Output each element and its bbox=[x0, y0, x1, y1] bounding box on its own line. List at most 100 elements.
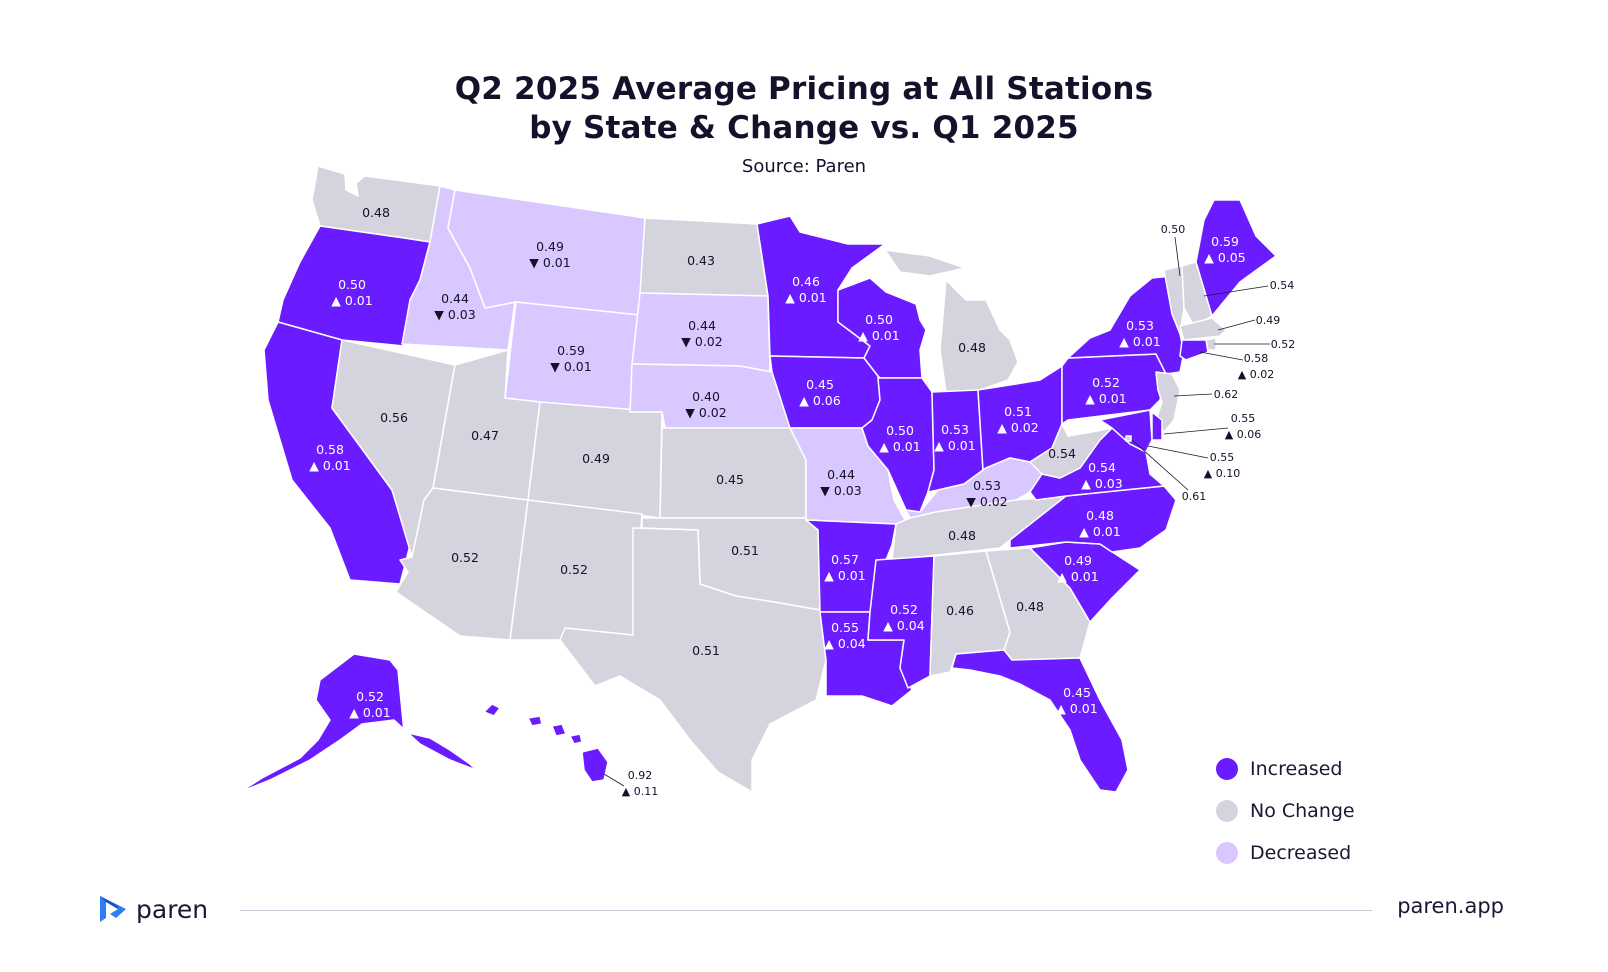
leader-lines-layer bbox=[603, 236, 1270, 787]
legend-item-increased: Increased bbox=[1216, 748, 1355, 790]
paren-logo[interactable]: paren bbox=[96, 892, 208, 926]
change-label-ar: ▲ 0.01 bbox=[824, 568, 865, 583]
price-label-az: 0.52 bbox=[451, 550, 479, 565]
leader-line-dc bbox=[1131, 439, 1189, 491]
legend-label-decreased: Decreased bbox=[1250, 842, 1352, 864]
change-label-sd: ▼ 0.02 bbox=[681, 334, 722, 349]
change-label-de: ▲ 0.06 bbox=[1225, 428, 1261, 441]
change-label-il: ▲ 0.01 bbox=[879, 439, 920, 454]
price-label-ga: 0.48 bbox=[1016, 599, 1044, 614]
leader-line-ma bbox=[1217, 319, 1256, 331]
leader-line-hi bbox=[603, 773, 625, 787]
change-label-ca: ▲ 0.01 bbox=[309, 458, 350, 473]
price-label-mo: 0.44 bbox=[827, 467, 855, 482]
change-label-mo: ▼ 0.03 bbox=[820, 483, 861, 498]
price-label-oh: 0.51 bbox=[1004, 404, 1032, 419]
title-block: Q2 2025 Average Pricing at All Stations … bbox=[0, 70, 1608, 177]
state-nj bbox=[1155, 371, 1181, 433]
state-tx bbox=[559, 527, 827, 793]
price-label-nc: 0.48 bbox=[1086, 508, 1114, 523]
state-or bbox=[277, 225, 431, 347]
state-wa bbox=[311, 165, 441, 243]
price-label-la: 0.55 bbox=[831, 620, 859, 635]
change-label-ct: ▲ 0.02 bbox=[1238, 368, 1274, 381]
price-label-ne: 0.40 bbox=[692, 389, 720, 404]
change-label-ky: ▼ 0.02 bbox=[966, 494, 1007, 509]
footer-divider bbox=[240, 910, 1372, 911]
price-label-pa: 0.52 bbox=[1092, 375, 1120, 390]
change-label-ak: ▲ 0.01 bbox=[349, 705, 390, 720]
legend-swatch-no-change bbox=[1216, 800, 1238, 822]
leader-line-nh bbox=[1203, 285, 1269, 297]
price-label-il: 0.50 bbox=[886, 423, 914, 438]
state-ct bbox=[1179, 339, 1209, 361]
change-label-ny: ▲ 0.01 bbox=[1119, 334, 1160, 349]
price-label-ms: 0.52 bbox=[890, 602, 918, 617]
leader-line-ct bbox=[1199, 351, 1244, 361]
footer: paren paren.app bbox=[0, 884, 1608, 934]
price-label-wv: 0.54 bbox=[1048, 446, 1076, 461]
change-label-or: ▲ 0.01 bbox=[331, 293, 372, 308]
change-label-mn: ▲ 0.01 bbox=[785, 290, 826, 305]
price-label-mt: 0.49 bbox=[536, 239, 564, 254]
change-label-wy: ▼ 0.01 bbox=[550, 359, 591, 374]
price-label-hi: 0.92 bbox=[628, 769, 653, 782]
price-label-or: 0.50 bbox=[338, 277, 366, 292]
price-label-ri: 0.52 bbox=[1271, 338, 1296, 351]
price-label-tx: 0.51 bbox=[692, 643, 720, 658]
price-label-ok: 0.51 bbox=[731, 543, 759, 558]
change-label-me: ▲ 0.05 bbox=[1204, 250, 1245, 265]
price-label-nj: 0.62 bbox=[1214, 388, 1239, 401]
price-label-me: 0.59 bbox=[1211, 234, 1239, 249]
legend-swatch-decreased bbox=[1216, 842, 1238, 864]
price-label-ny: 0.53 bbox=[1126, 318, 1154, 333]
legend-label-increased: Increased bbox=[1250, 758, 1343, 780]
legend: Increased No Change Decreased bbox=[1216, 748, 1355, 874]
price-label-wy: 0.59 bbox=[557, 343, 585, 358]
price-label-sd: 0.44 bbox=[688, 318, 716, 333]
state-fl bbox=[951, 649, 1129, 793]
change-label-ms: ▲ 0.04 bbox=[883, 618, 924, 633]
leader-line-nj bbox=[1173, 393, 1213, 397]
state-hi bbox=[483, 703, 609, 783]
change-label-wi: ▲ 0.01 bbox=[858, 328, 899, 343]
state-nc bbox=[1009, 485, 1177, 553]
legend-item-no-change: No Change bbox=[1216, 790, 1355, 832]
legend-swatch-increased bbox=[1216, 758, 1238, 780]
change-label-va: ▲ 0.03 bbox=[1081, 476, 1122, 491]
change-label-hi: ▲ 0.11 bbox=[622, 785, 658, 798]
price-label-nv: 0.56 bbox=[380, 410, 408, 425]
price-label-wa: 0.48 bbox=[362, 205, 390, 220]
brand-name: paren bbox=[136, 894, 209, 924]
change-label-mt: ▼ 0.01 bbox=[529, 255, 570, 270]
change-label-ne: ▼ 0.02 bbox=[685, 405, 726, 420]
change-label-ia: ▲ 0.06 bbox=[799, 393, 840, 408]
price-label-co: 0.49 bbox=[582, 451, 610, 466]
price-label-fl: 0.45 bbox=[1063, 685, 1091, 700]
price-label-sc: 0.49 bbox=[1064, 553, 1092, 568]
price-label-tn: 0.48 bbox=[948, 528, 976, 543]
price-label-ut: 0.47 bbox=[471, 428, 499, 443]
price-label-va: 0.54 bbox=[1088, 460, 1116, 475]
price-label-ks: 0.45 bbox=[716, 472, 744, 487]
change-label-md: ▲ 0.10 bbox=[1204, 467, 1240, 480]
state-dc bbox=[1125, 435, 1132, 442]
change-label-pa: ▲ 0.01 bbox=[1085, 391, 1126, 406]
state-ak bbox=[239, 653, 477, 793]
change-label-in: ▲ 0.01 bbox=[934, 438, 975, 453]
change-label-la: ▲ 0.04 bbox=[824, 636, 865, 651]
map-title-line-1: Q2 2025 Average Pricing at All Stations bbox=[454, 71, 1154, 107]
leader-line-vt bbox=[1174, 236, 1181, 277]
price-label-ar: 0.57 bbox=[831, 552, 859, 567]
state-mi bbox=[884, 249, 1019, 393]
price-label-mi: 0.48 bbox=[958, 340, 986, 355]
site-link[interactable]: paren.app bbox=[1397, 894, 1504, 918]
price-label-nh: 0.54 bbox=[1270, 279, 1295, 292]
price-label-id: 0.44 bbox=[441, 291, 469, 306]
price-label-nd: 0.43 bbox=[687, 253, 715, 268]
price-label-ma: 0.49 bbox=[1256, 314, 1281, 327]
change-label-fl: ▲ 0.01 bbox=[1056, 701, 1097, 716]
change-label-nc: ▲ 0.01 bbox=[1079, 524, 1120, 539]
map-title-line-2: by State & Change vs. Q1 2025 bbox=[529, 110, 1079, 146]
